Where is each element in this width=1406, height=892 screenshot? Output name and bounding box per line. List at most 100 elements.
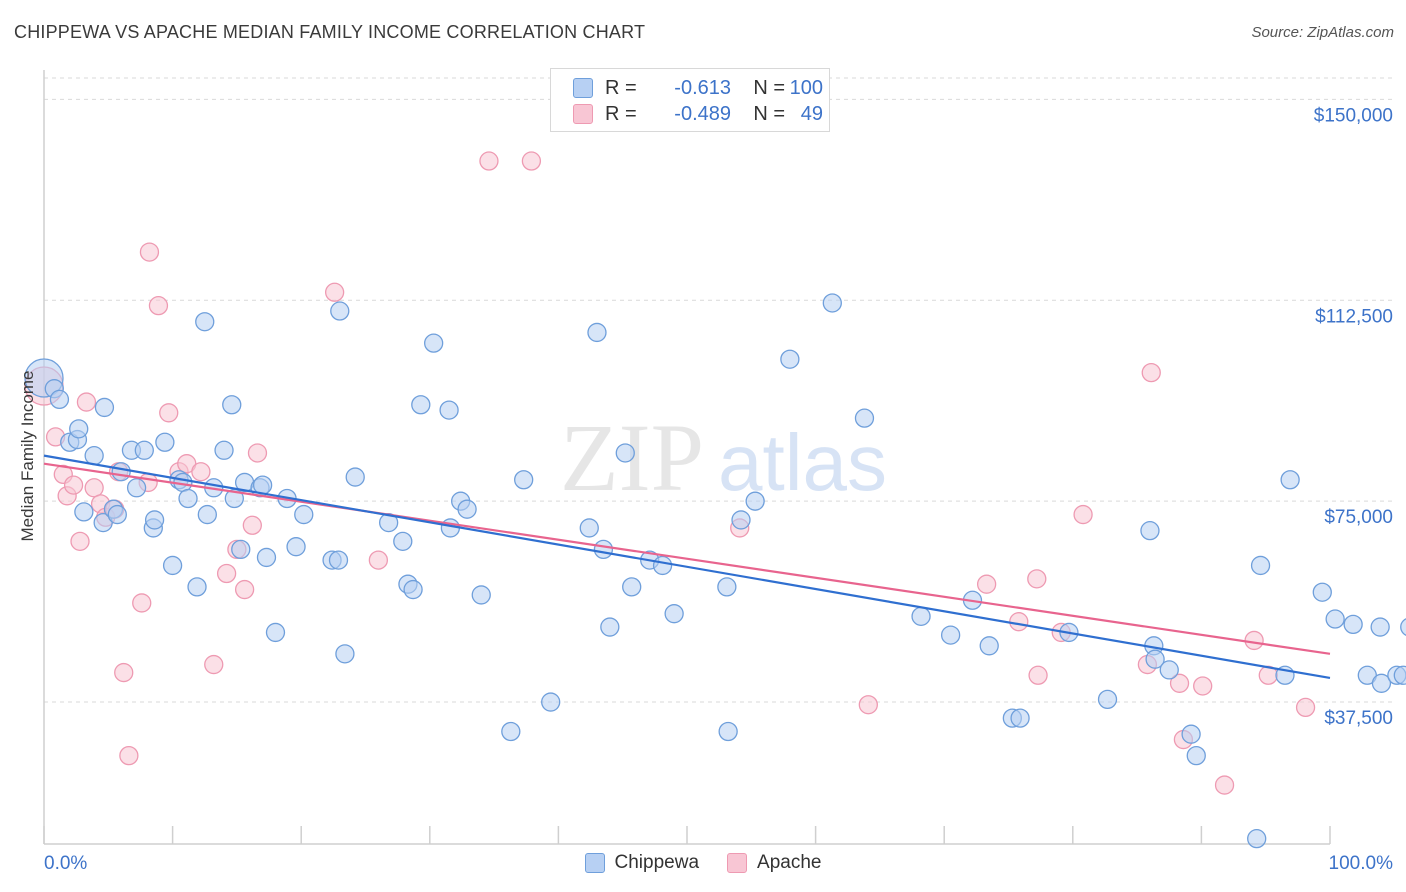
apache-point (324, 282, 345, 302)
chippewa-point (1140, 520, 1160, 541)
chippewa-point (940, 625, 961, 645)
r-value: -0.613 (674, 76, 731, 99)
apache-point (63, 475, 84, 495)
chippewa-point (1371, 673, 1392, 693)
x-tick-label-min: 0.0% (44, 853, 87, 874)
legend-item-chippewa[interactable]: Chippewa (584, 852, 700, 874)
apache-point (148, 296, 169, 316)
apache-point (204, 654, 224, 675)
chippewa-point (84, 445, 104, 466)
chippewa-point (854, 408, 875, 428)
chippewa-point (328, 550, 349, 570)
chippewa-point (286, 537, 306, 557)
apache-point (521, 151, 542, 171)
chippewa-point (745, 491, 765, 511)
chippewa-point (1250, 555, 1271, 576)
chippewa-point (265, 622, 286, 643)
chippewa-point (593, 539, 614, 560)
y-tick-label: $37,500 (1324, 708, 1393, 729)
chippewa-point (1400, 618, 1406, 636)
chippewa-legend-swatch (584, 853, 605, 873)
chippewa-point (256, 547, 277, 568)
chippewa-point (222, 395, 242, 415)
apache-point (1169, 673, 1190, 693)
stats-legend-box: R = -0.613 N = 100 R = -0.489 N = 49 (550, 68, 830, 132)
axes (43, 70, 1331, 845)
chippewa-point (1186, 745, 1206, 766)
apache-legend-swatch (727, 853, 748, 873)
legend-label-chippewa: Chippewa (614, 852, 700, 873)
chippewa-point (330, 301, 350, 321)
chippewa-point (1393, 665, 1406, 685)
apache-point (368, 550, 389, 570)
chippewa-point (187, 577, 207, 597)
gridlines (44, 77, 1392, 703)
apache-point (139, 242, 160, 262)
apache-point (1244, 630, 1264, 651)
apache-point (976, 574, 997, 594)
chippewa-swatch (573, 78, 593, 98)
chippewa-point (780, 349, 800, 369)
apache-point (1028, 665, 1048, 685)
apache-point (1027, 569, 1047, 589)
chippewa-point (514, 470, 534, 490)
apache-point (132, 593, 152, 613)
chippewa-point (979, 636, 999, 656)
chippewa-point (622, 577, 642, 597)
chart-title: CHIPPEWA VS APACHE MEDIAN FAMILY INCOME … (14, 22, 646, 42)
apache-point (84, 478, 104, 498)
chippewa-point (1280, 470, 1300, 490)
apache-point (191, 462, 211, 482)
chippewa-point (69, 419, 89, 439)
chippewa-point (822, 293, 842, 313)
n-label: N = (753, 76, 785, 99)
apache-point (119, 745, 139, 766)
chippewa-point (1370, 617, 1390, 637)
chippewa-point (664, 604, 684, 624)
n-value: 100 (789, 76, 823, 99)
chippewa-point (144, 510, 165, 530)
chippewa-point (214, 440, 234, 460)
apache-point (76, 392, 97, 412)
chippewa-point (1312, 582, 1332, 602)
legend-item-apache[interactable]: Apache (727, 852, 821, 874)
chippewa-point (439, 400, 459, 420)
y-tick-label: $75,000 (1324, 507, 1393, 528)
chippewa-point (335, 644, 355, 664)
chippewa-point (155, 432, 175, 452)
chippewa-point (1343, 614, 1363, 635)
chippewa-point (134, 440, 154, 460)
apache-point (159, 403, 179, 423)
chippewa-point (424, 333, 444, 353)
watermark: ZIP atlas (560, 404, 887, 511)
chippewa-point (178, 488, 198, 509)
apache-point (1214, 775, 1235, 795)
r-value: -0.489 (674, 102, 731, 125)
chippewa-point (541, 692, 561, 712)
chippewa-point (403, 579, 423, 600)
stats-row-chippewa: R = -0.613 N = 100 (573, 75, 823, 101)
y-tick-label: $150,000 (1314, 105, 1393, 126)
chippewa-point (74, 502, 94, 522)
apache-swatch (573, 104, 593, 124)
apache-point (1009, 612, 1029, 632)
apache-point (1141, 362, 1161, 383)
chippewa-point (1010, 708, 1030, 728)
chippewa-point (49, 389, 70, 410)
chippewa-point (294, 504, 314, 525)
legend-label-apache: Apache (757, 852, 822, 873)
source-attribution: Source: ZipAtlas.com (1251, 24, 1394, 41)
chippewa-point (1325, 609, 1345, 629)
chippewa-point (615, 443, 635, 463)
chippewa-point (231, 539, 251, 560)
apache-point (114, 662, 134, 683)
chippewa-trend-line (43, 454, 1331, 680)
apache-point (242, 515, 262, 535)
apache-point (1295, 697, 1316, 718)
chippewa-point (471, 585, 491, 605)
chippewa-point (195, 312, 215, 332)
apache-point (216, 563, 237, 584)
chippewa-point (197, 504, 217, 525)
chippewa-point (717, 577, 737, 597)
y-tick-labels: $37,500 $75,000 $112,500 $150,000 (1314, 105, 1393, 729)
